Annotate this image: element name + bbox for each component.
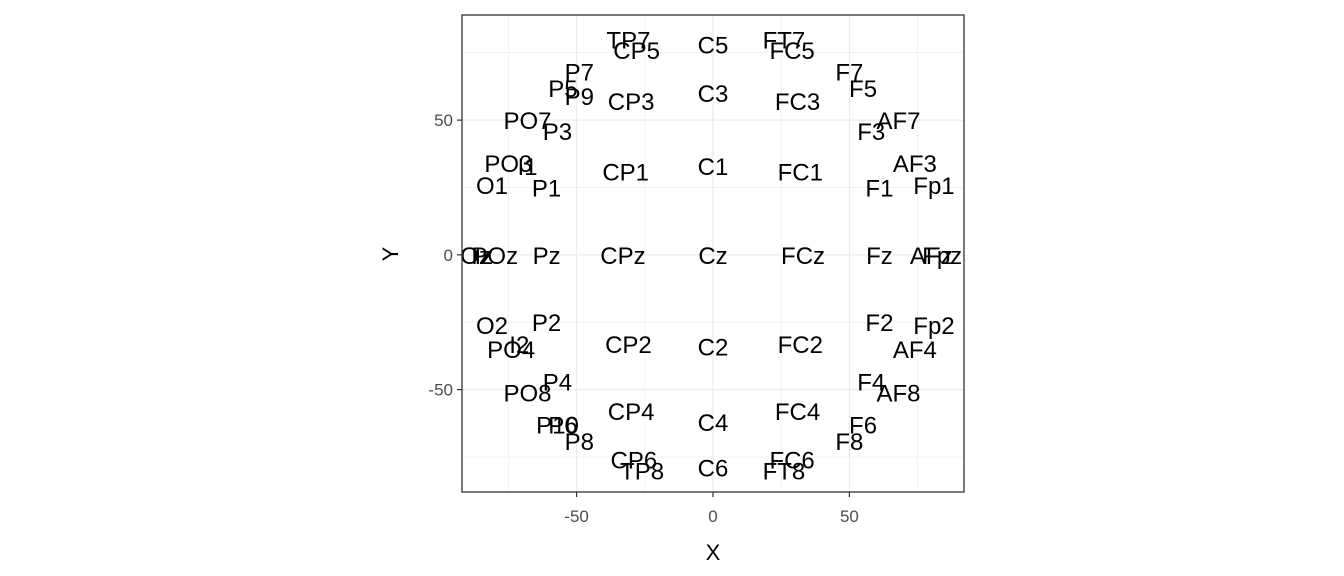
electrode-label-i1: I1 <box>517 154 537 181</box>
electrode-label-cp3: CP3 <box>608 89 655 116</box>
electrode-label-poz: POz <box>471 243 518 270</box>
electrode-label-p6: P6 <box>548 413 577 440</box>
electrode-label-af3: AF3 <box>893 151 937 178</box>
y-tick-label: 0 <box>444 246 453 265</box>
electrode-label-p4: P4 <box>543 370 572 397</box>
electrode-label-po3: PO3 <box>484 151 532 178</box>
electrode-label-f1: F1 <box>865 175 893 202</box>
grid-lines <box>462 15 964 492</box>
electrode-label-c6: C6 <box>698 456 729 483</box>
electrode-label-p1: P1 <box>532 175 561 202</box>
electrode-label-f5: F5 <box>849 76 877 103</box>
electrode-label-oz: Oz <box>460 243 491 270</box>
electrode-label-fc4: FC4 <box>775 399 820 426</box>
electrode-label-i2: I2 <box>509 332 529 359</box>
electrode-label-af4: AF4 <box>893 337 937 364</box>
x-axis-title: X <box>706 540 721 565</box>
electrode-label-po7: PO7 <box>503 108 551 135</box>
electrode-label-fp2: Fp2 <box>913 313 954 340</box>
electrode-label-fz: Fz <box>866 243 893 270</box>
electrode-label-f6: F6 <box>849 413 877 440</box>
electrode-label-p10: P10 <box>536 413 579 440</box>
electrode-label-ft8: FT8 <box>763 458 806 485</box>
electrode-label-ft7: FT7 <box>763 27 806 54</box>
electrode-label-p2: P2 <box>532 310 561 337</box>
electrode-label-f7: F7 <box>835 60 863 87</box>
electrode-label-fc1: FC1 <box>778 159 823 186</box>
electrode-label-af7: AF7 <box>877 108 921 135</box>
electrode-label-f4: F4 <box>857 370 885 397</box>
electrode-label-cz: Cz <box>698 243 727 270</box>
electrode-label-cp2: CP2 <box>605 332 652 359</box>
electrode-label-tp7: TP7 <box>606 27 650 54</box>
electrode-label-iz: Iz <box>474 243 493 270</box>
electrode-label-o1: O1 <box>476 173 508 200</box>
electrode-label-p9: P9 <box>565 84 594 111</box>
electrode-label-fp1: Fp1 <box>913 173 954 200</box>
electrode-label-po4: PO4 <box>487 337 535 364</box>
axis-ticks: -50 0 50 -50 0 50 <box>428 111 858 526</box>
electrode-label-fc6: FC6 <box>769 448 814 475</box>
electrode-label-po8: PO8 <box>503 380 551 407</box>
electrode-label-af8: AF8 <box>877 380 921 407</box>
x-tick-label: 50 <box>840 507 859 526</box>
electrode-label-afz: AFz <box>910 243 953 270</box>
electrode-label-c5: C5 <box>698 33 729 60</box>
electrode-label-p3: P3 <box>543 119 572 146</box>
x-tick-label: 0 <box>708 507 717 526</box>
electrode-label-fpz: Fpz <box>922 243 962 270</box>
electrode-label-fc3: FC3 <box>775 89 820 116</box>
electrode-label-c2: C2 <box>698 334 729 361</box>
electrode-label-fc5: FC5 <box>769 38 814 65</box>
electrode-label-p5: P5 <box>548 76 577 103</box>
electrode-label-c3: C3 <box>698 81 729 108</box>
y-tick-label: 50 <box>434 111 453 130</box>
x-tick-label: -50 <box>564 507 589 526</box>
electrode-label-tp8: TP8 <box>620 458 664 485</box>
electrode-label-o2: O2 <box>476 313 508 340</box>
electrode-label-c1: C1 <box>698 154 729 181</box>
electrode-label-f3: F3 <box>857 119 885 146</box>
electrode-label-f8: F8 <box>835 429 863 456</box>
electrode-label-f2: F2 <box>865 310 893 337</box>
electrode-label-cp4: CP4 <box>608 399 655 426</box>
y-axis-title: Y <box>378 246 403 261</box>
electrode-label-p7: P7 <box>565 60 594 87</box>
electrode-label-cp1: CP1 <box>602 159 649 186</box>
electrode-label-cp6: CP6 <box>611 448 658 475</box>
electrode-label-c4: C4 <box>698 410 729 437</box>
electrode-label-pz: Pz <box>533 243 561 270</box>
electrode-label-fcz: FCz <box>781 243 825 270</box>
electrode-label-p8: P8 <box>565 429 594 456</box>
electrode-label-cpz: CPz <box>600 243 645 270</box>
electrode-label-cp5: CP5 <box>613 38 660 65</box>
electrode-label-fc2: FC2 <box>778 332 823 359</box>
y-tick-label: -50 <box>428 381 453 400</box>
